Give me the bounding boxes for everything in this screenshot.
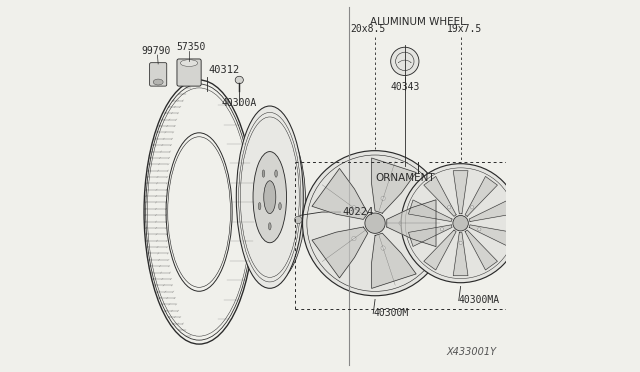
Polygon shape (408, 225, 452, 246)
Polygon shape (469, 200, 513, 222)
Ellipse shape (275, 170, 277, 177)
Text: 19x7.5: 19x7.5 (447, 23, 482, 33)
Circle shape (440, 228, 444, 231)
Circle shape (477, 228, 481, 231)
Circle shape (352, 206, 356, 210)
Polygon shape (387, 200, 436, 247)
Ellipse shape (235, 76, 243, 84)
Text: 40300MA: 40300MA (459, 295, 500, 305)
Ellipse shape (236, 106, 303, 288)
Ellipse shape (262, 170, 265, 177)
Polygon shape (372, 233, 416, 288)
Text: 57350: 57350 (176, 42, 205, 52)
Text: ALUMINUM WHEEL: ALUMINUM WHEEL (370, 17, 466, 27)
Text: 40300M: 40300M (373, 308, 408, 318)
Polygon shape (424, 176, 456, 217)
Polygon shape (372, 158, 416, 213)
Ellipse shape (278, 202, 282, 210)
Ellipse shape (268, 223, 271, 230)
Polygon shape (465, 176, 497, 217)
FancyBboxPatch shape (150, 62, 167, 86)
Ellipse shape (153, 79, 163, 85)
Polygon shape (453, 171, 468, 214)
Circle shape (365, 213, 385, 233)
Polygon shape (453, 232, 468, 276)
Text: 20x8.5: 20x8.5 (350, 23, 385, 33)
Circle shape (390, 47, 419, 76)
Circle shape (399, 221, 403, 225)
Text: 99790: 99790 (141, 46, 171, 56)
Text: 40300A: 40300A (221, 98, 257, 108)
Circle shape (459, 241, 462, 244)
Circle shape (381, 246, 385, 250)
FancyBboxPatch shape (177, 59, 201, 86)
Polygon shape (465, 230, 497, 270)
Circle shape (294, 216, 302, 224)
Ellipse shape (242, 122, 306, 282)
Circle shape (381, 196, 385, 201)
Circle shape (470, 206, 474, 209)
Circle shape (303, 151, 447, 296)
Text: ORNAMENT: ORNAMENT (375, 173, 435, 183)
Text: X433001Y: X433001Y (447, 347, 497, 357)
Circle shape (447, 206, 451, 209)
Ellipse shape (253, 152, 287, 243)
Polygon shape (408, 200, 452, 222)
Circle shape (352, 236, 356, 241)
Ellipse shape (180, 60, 198, 66)
Circle shape (401, 164, 520, 283)
Circle shape (453, 215, 468, 231)
Polygon shape (469, 225, 513, 246)
Text: 40224: 40224 (342, 207, 374, 217)
Text: 40343: 40343 (390, 82, 419, 92)
Polygon shape (424, 230, 456, 270)
Text: 40312: 40312 (209, 65, 239, 76)
Ellipse shape (259, 202, 261, 210)
Polygon shape (312, 169, 368, 219)
Ellipse shape (264, 181, 276, 214)
Polygon shape (312, 227, 368, 278)
